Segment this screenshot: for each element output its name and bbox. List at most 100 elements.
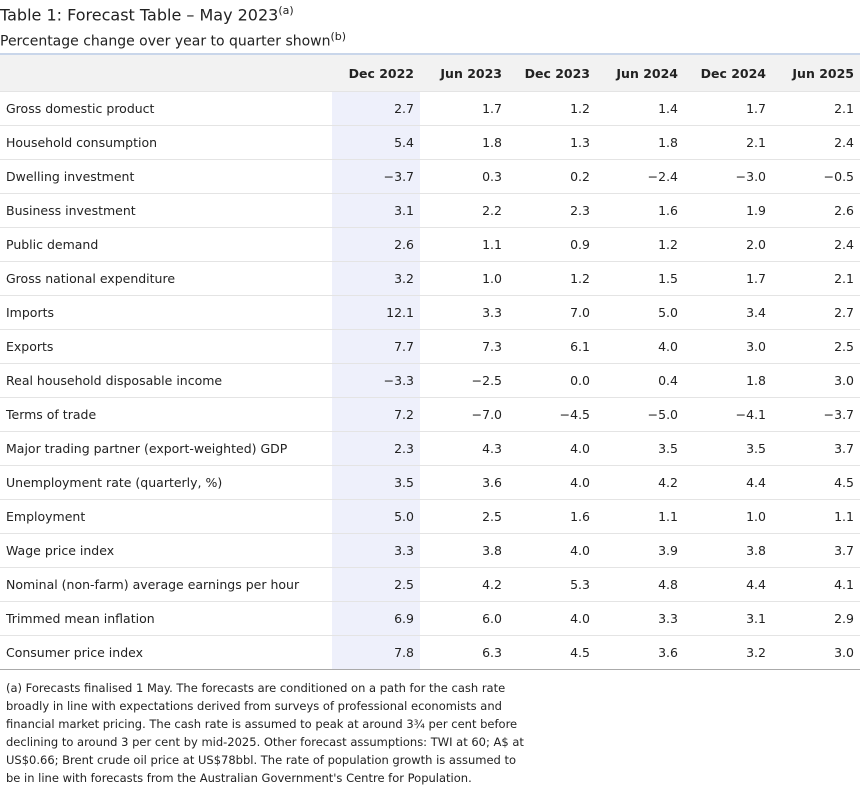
cell: 3.2: [332, 261, 420, 296]
cell: 0.2: [508, 159, 596, 194]
cell: 3.1: [332, 193, 420, 228]
row-label: Exports: [0, 329, 332, 364]
cell: 3.6: [596, 635, 684, 670]
cell: 2.6: [332, 227, 420, 262]
cell: 3.3: [596, 601, 684, 636]
cell: 6.3: [420, 635, 508, 670]
cell: 3.0: [772, 635, 860, 670]
table-row: Gross domestic product 2.7 1.7 1.2 1.4 1.7 2.1: [0, 91, 860, 126]
cell: 2.1: [772, 261, 860, 296]
row-label: Terms of trade: [0, 397, 332, 432]
cell: −3.7: [772, 397, 860, 432]
table-row: Major trading partner (export-weighted) …: [0, 431, 860, 466]
cell: 2.3: [508, 193, 596, 228]
cell: 4.5: [772, 465, 860, 500]
cell: 2.2: [420, 193, 508, 228]
column-header: Dec 2022: [332, 54, 420, 92]
cell: 2.4: [772, 125, 860, 160]
cell: 4.4: [684, 465, 772, 500]
cell: 2.1: [684, 125, 772, 160]
row-label: Nominal (non-farm) average earnings per …: [0, 567, 332, 602]
row-label: Unemployment rate (quarterly, %): [0, 465, 332, 500]
cell: 4.0: [508, 533, 596, 568]
cell: 1.9: [684, 193, 772, 228]
cell: 1.0: [420, 261, 508, 296]
subtitle: Percentage change over year to quarter s…: [0, 33, 331, 50]
cell: 2.3: [332, 431, 420, 466]
cell: 1.8: [684, 363, 772, 398]
cell: 1.2: [508, 91, 596, 126]
footnotes: (a) Forecasts finalised 1 May. The forec…: [0, 670, 531, 787]
cell: 4.0: [596, 329, 684, 364]
cell: 2.4: [772, 227, 860, 262]
cell: 1.7: [684, 91, 772, 126]
cell: 5.0: [596, 295, 684, 330]
column-header: Jun 2025: [772, 54, 860, 92]
table-row: Nominal (non-farm) average earnings per …: [0, 567, 860, 602]
cell: 1.6: [596, 193, 684, 228]
cell: 1.1: [772, 499, 860, 534]
table-row: Trimmed mean inflation 6.9 6.0 4.0 3.3 3.1 2.9: [0, 601, 860, 636]
subtitle-note: (b): [330, 30, 347, 43]
cell: 1.3: [508, 125, 596, 160]
cell: 4.8: [596, 567, 684, 602]
cell: 2.7: [772, 295, 860, 330]
cell: 6.0: [420, 601, 508, 636]
cell: 3.1: [684, 601, 772, 636]
row-label: Trimmed mean inflation: [0, 601, 332, 636]
row-label: Business investment: [0, 193, 332, 228]
cell: 5.0: [332, 499, 420, 534]
row-label: Dwelling investment: [0, 159, 332, 194]
cell: 2.5: [420, 499, 508, 534]
cell: 7.2: [332, 397, 420, 432]
cell: 5.4: [332, 125, 420, 160]
cell: 2.5: [332, 567, 420, 602]
cell: 3.0: [684, 329, 772, 364]
row-label: Public demand: [0, 227, 332, 262]
cell: −4.1: [684, 397, 772, 432]
cell: 3.7: [772, 533, 860, 568]
table-row: Exports 7.7 7.3 6.1 4.0 3.0 2.5: [0, 329, 860, 364]
cell: 1.5: [596, 261, 684, 296]
cell: 4.3: [420, 431, 508, 466]
cell: −3.3: [332, 363, 420, 398]
row-label: Wage price index: [0, 533, 332, 568]
cell: 3.5: [684, 431, 772, 466]
row-label: Employment: [0, 499, 332, 534]
cell: −5.0: [596, 397, 684, 432]
cell: −2.5: [420, 363, 508, 398]
forecast-table: Dec 2022 Jun 2023 Dec 2023 Jun 2024 Dec 2024…: [0, 53, 860, 670]
cell: 2.0: [684, 227, 772, 262]
cell: 3.2: [684, 635, 772, 670]
cell: 0.3: [420, 159, 508, 194]
cell: 0.4: [596, 363, 684, 398]
cell: 2.9: [772, 601, 860, 636]
table-row: Real household disposable income −3.3 −2.5…: [0, 363, 860, 398]
corner: [0, 54, 332, 92]
cell: 1.1: [596, 499, 684, 534]
cell: 1.2: [596, 227, 684, 262]
cell: 4.5: [508, 635, 596, 670]
cell: 3.6: [420, 465, 508, 500]
column-header: Dec 2024: [684, 54, 772, 92]
table-row: Terms of trade 7.2 −7.0 −4.5 −5.0 −4.1 −3.7: [0, 397, 860, 432]
cell: 1.7: [684, 261, 772, 296]
cell: −0.5: [772, 159, 860, 194]
table-row: Household consumption 5.4 1.8 1.3 1.8 2.1 2.4: [0, 125, 860, 160]
cell: 3.4: [684, 295, 772, 330]
column-header: Jun 2024: [596, 54, 684, 92]
row-label: Gross domestic product: [0, 91, 332, 126]
title-block: Table 1: Forecast Table – May 2023(a): [0, 0, 862, 24]
cell: 2.7: [332, 91, 420, 126]
cell: 7.7: [332, 329, 420, 364]
cell: −3.0: [684, 159, 772, 194]
cell: 1.0: [684, 499, 772, 534]
cell: 2.5: [772, 329, 860, 364]
cell: 1.7: [420, 91, 508, 126]
cell: 4.2: [420, 567, 508, 602]
cell: 3.8: [420, 533, 508, 568]
cell: 12.1: [332, 295, 420, 330]
cell: −3.7: [332, 159, 420, 194]
table-row: Imports 12.1 3.3 7.0 5.0 3.4 2.7: [0, 295, 860, 330]
